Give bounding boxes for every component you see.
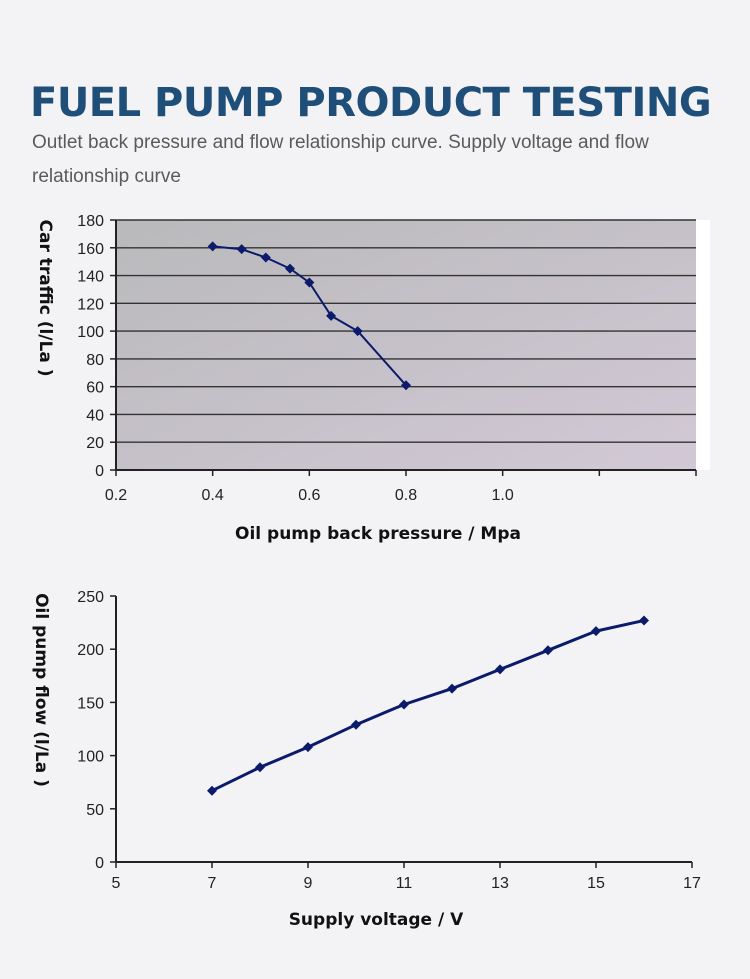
chart1-x-tick-label: 0.4 [202,487,224,504]
chart1-y-tick-label: 120 [77,296,104,313]
chart2-x-tick-label: 17 [683,875,701,892]
chart2-data-point [255,762,265,773]
chart2-data-point [303,742,313,753]
chart1-y-tick-label: 100 [77,324,104,341]
chart2-y-tick-label: 200 [77,642,104,659]
chart2-x-axis-title: Supply voltage / V [289,910,464,930]
chart1-data-point [326,310,337,321]
chart1-x-tick-label: 0.8 [395,487,417,504]
chart2-data-point [591,626,601,637]
chart2-series-line [211,619,645,793]
chart2-y-axis-title: Oil pump flow (l/La ) [31,593,51,787]
chart2-x-tick-label: 11 [396,875,413,892]
chart1-y-tick-label: 60 [86,380,104,397]
chart2-data-point [543,645,553,656]
page-card [0,20,750,979]
chart1-y-tick-label: 160 [77,241,104,258]
chart1-x-tick-label: 0.2 [105,487,127,504]
chart1-y-axis-title: Car traffic (l/La ) [35,220,55,377]
chart1-data-point [304,277,315,288]
chart1-y-tick-label: 20 [86,435,104,452]
chart1-y-tick-label: 80 [86,352,104,369]
plot-area-background [116,220,696,470]
chart2-data-point [207,785,217,796]
chart1-x-tick-label: 1.0 [492,487,514,504]
plot-area-right-strip [696,220,710,470]
chart2-y-tick-label: 50 [86,802,104,819]
chart1-data-point [401,380,411,391]
chart1-y-tick-label: 40 [86,407,104,424]
chart1-y-tick-label: 180 [77,213,104,230]
chart2-data-point [495,664,505,675]
chart2-y-tick-label: 0 [95,855,104,872]
chart2-data-point [639,615,649,626]
chart2-x-tick-label: 15 [587,875,605,892]
chart2-data-point [351,719,361,730]
chart2-y-tick-label: 250 [77,589,104,606]
chart1-data-point [207,241,218,252]
chart2-y-tick-label: 100 [77,749,104,766]
chart1-x-tick-label: 0.6 [298,487,320,504]
chart2-y-tick-label: 150 [77,695,104,712]
chart1-y-tick-label: 140 [77,269,104,286]
chart2-x-tick-label: 13 [491,875,509,892]
chart1-series-line [212,245,407,386]
chart2-data-point [447,683,457,694]
chart1-y-tick-label: 0 [95,463,104,480]
chart1-data-point [285,263,295,274]
chart2-x-tick-label: 9 [304,875,313,892]
chart1-data-point [236,244,247,255]
page-title: FUEL PUMP PRODUCT TESTING [30,80,712,126]
chart2-x-tick-label: 5 [112,875,121,892]
chart1-x-axis-title: Oil pump back pressure / Mpa [235,524,521,544]
chart1-data-point [352,326,363,337]
chart2-x-tick-label: 7 [208,875,217,892]
chart1-data-point [260,252,271,263]
chart2-data-point [399,699,409,710]
page-subtitle: Outlet back pressure and flow relationsh… [32,132,649,187]
back-pressure-flow-chart: 0 20 40 60 80 100 120 140 160 180 0.2 0.4 0.6 0.8 1.0… [35,213,710,544]
